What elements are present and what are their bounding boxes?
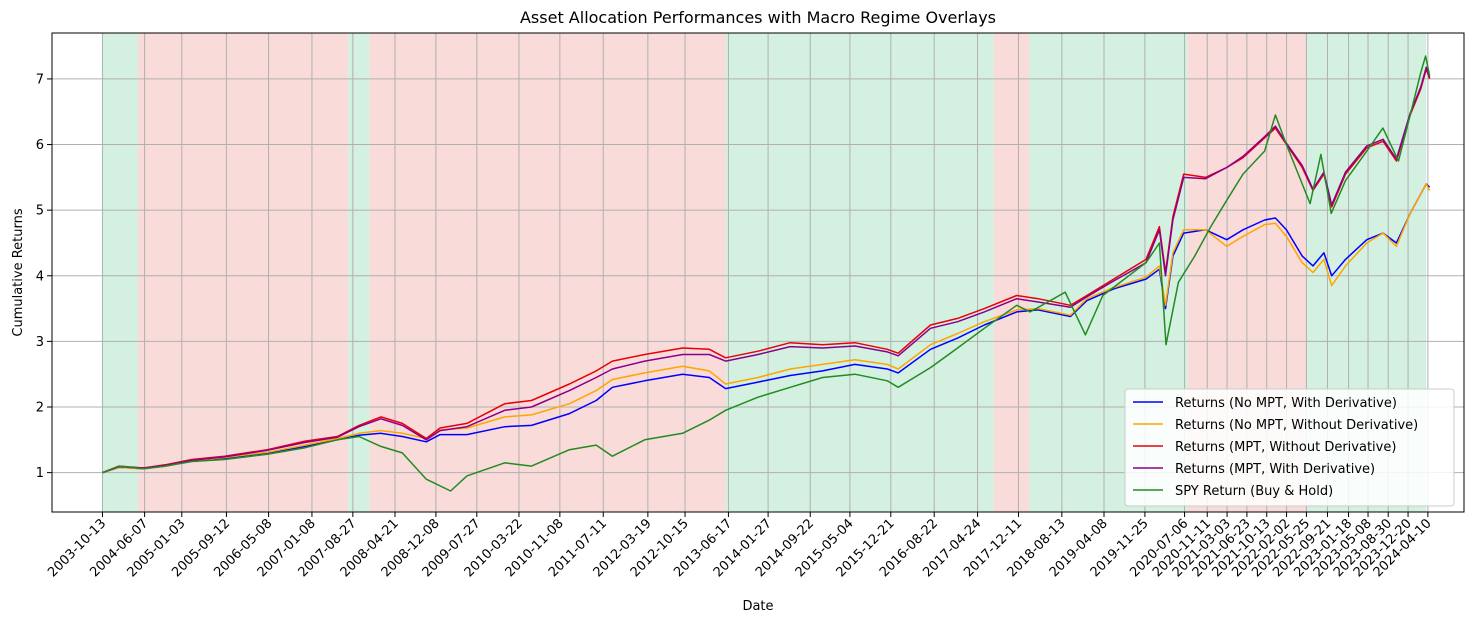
series-line: [102, 183, 1431, 474]
series-line: [102, 183, 1431, 474]
legend-label: Returns (MPT, Without Derivative): [1175, 440, 1396, 455]
y-tick-label: 4: [36, 269, 44, 284]
legend-label: Returns (No MPT, Without Derivative): [1175, 418, 1418, 433]
legend-label: Returns (No MPT, With Derivative): [1175, 396, 1397, 411]
y-tick-label: 7: [36, 72, 44, 87]
regime-band: [138, 33, 349, 512]
regime-band: [993, 33, 1030, 512]
legend-box: [1124, 388, 1455, 507]
y-axis-title: Cumulative Returns: [11, 208, 26, 336]
chart-title: Asset Allocation Performances with Macro…: [520, 8, 996, 27]
y-tick-label: 2: [36, 401, 44, 416]
legend-label: SPY Return (Buy & Hold): [1175, 484, 1333, 499]
regime-band: [102, 33, 139, 512]
y-tick-label: 1: [36, 466, 44, 481]
regime-band: [725, 33, 994, 512]
legend: Returns (No MPT, With Derivative) Returns…: [1124, 388, 1455, 507]
y-tick-label: 5: [36, 204, 44, 219]
plot-frame: [51, 32, 1465, 513]
y-tick-label: 6: [36, 138, 44, 153]
y-tick-label: 3: [36, 335, 44, 350]
grid: [52, 33, 1464, 512]
series-lines: [102, 55, 1431, 492]
x-axis: 2003-10-132004-06-072005-01-032005-09-12…: [45, 512, 1435, 580]
x-axis-title: Date: [742, 599, 773, 614]
regime-band: [348, 33, 370, 512]
series-line: [102, 55, 1431, 492]
y-axis: 1 2 3 4 5 6 7: [36, 72, 52, 481]
legend-label: Returns (MPT, With Derivative): [1175, 462, 1375, 477]
regime-band: [369, 33, 726, 512]
